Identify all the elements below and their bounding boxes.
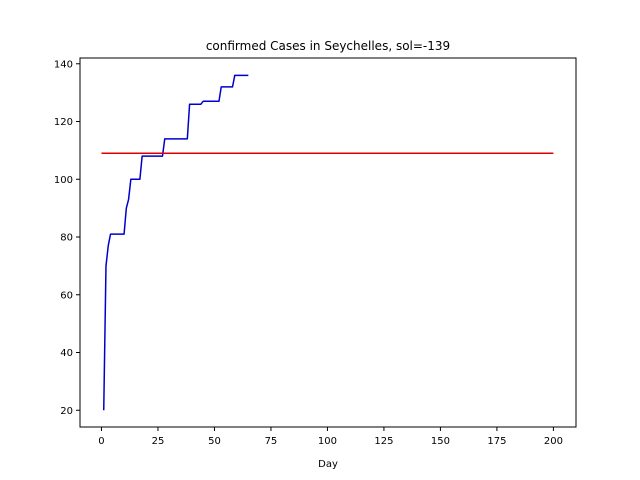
x-tick-label: 125 — [374, 436, 393, 447]
y-tick-label: 80 — [60, 233, 73, 244]
x-tick-label: 100 — [318, 436, 337, 447]
chart-title: confirmed Cases in Seychelles, sol=-139 — [206, 39, 450, 53]
y-tick-label: 140 — [54, 59, 73, 70]
x-axis-ticks: 0 25 50 75 100 125 150 175 200 — [98, 427, 563, 447]
x-tick-label: 200 — [544, 436, 563, 447]
plot-frame — [79, 57, 577, 428]
x-tick-label: 175 — [487, 436, 506, 447]
y-tick-label: 100 — [54, 175, 73, 186]
y-axis-ticks: 20 40 60 80 100 120 140 — [54, 59, 80, 417]
y-tick-label: 120 — [54, 117, 73, 128]
series-line-0 — [102, 74, 249, 411]
y-tick-label: 60 — [60, 290, 73, 301]
x-tick-label: 150 — [431, 436, 450, 447]
x-tick-label: 25 — [152, 436, 165, 447]
x-tick-label: 75 — [265, 436, 278, 447]
y-tick-label: 40 — [60, 348, 73, 359]
plot-lines — [101, 74, 554, 411]
x-tick-label: 0 — [98, 436, 104, 447]
y-tick-label: 20 — [60, 406, 73, 417]
x-tick-label: 50 — [208, 436, 221, 447]
x-axis-label: Day — [318, 459, 338, 470]
